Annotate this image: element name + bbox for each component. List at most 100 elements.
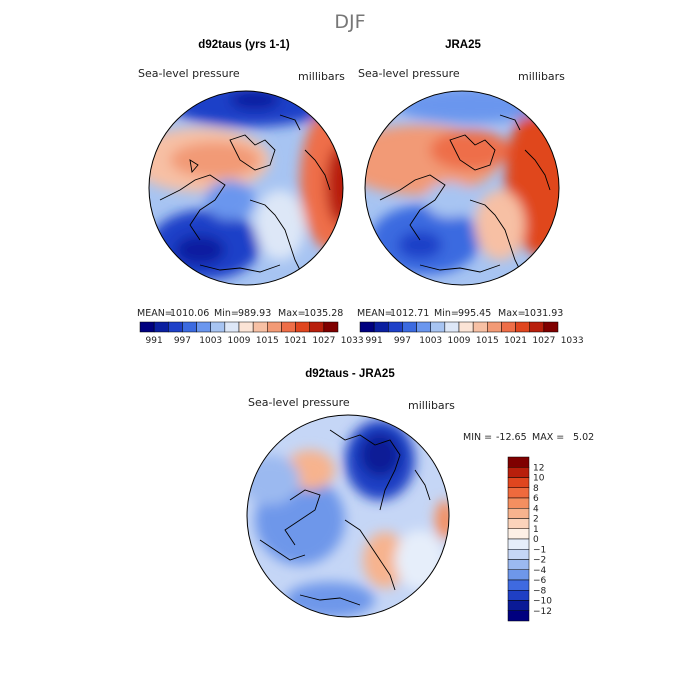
colorbar-tick-label: 1009: [448, 336, 471, 346]
colorbar-swatch: [267, 321, 282, 333]
map-boundary: [364, 90, 560, 286]
colorbar-swatch: [507, 518, 530, 529]
colorbar-tick-label: 1009: [228, 336, 251, 346]
field-label: Sea-level pressure: [138, 67, 240, 80]
colorbar-tick-label: 1015: [476, 336, 499, 346]
colorbar: 991 997 1003 1009 1015 1021 1027 1033: [139, 321, 364, 346]
stat-min-value: -12.65: [496, 432, 527, 443]
panel-reanalysis: JRA25 Sea-level pressure millibars: [357, 39, 584, 346]
stat-min-label: Min=: [434, 308, 459, 319]
colorbar-tick-label: 1015: [256, 336, 279, 346]
colorbar-swatch: [507, 610, 530, 622]
colorbar-swatch: [507, 538, 530, 550]
colorbar-tick-label: 1027: [312, 336, 335, 346]
stat-max-value: 5.02: [573, 432, 594, 443]
units-label: millibars: [408, 399, 455, 412]
polar-map: [365, 91, 559, 285]
colorbar-swatch: [210, 321, 226, 333]
field-label: Sea-level pressure: [248, 396, 350, 409]
colorbar-swatch: [139, 321, 155, 333]
stat-max-label: Max=: [498, 308, 526, 319]
figure-title: DJF: [334, 11, 365, 33]
panel-title: d92taus - JRA25: [305, 368, 395, 380]
colorbar-swatch: [543, 321, 559, 333]
colorbar-swatch: [430, 321, 446, 333]
colorbar-swatch: [153, 321, 169, 333]
stat-max-label: Max=: [278, 308, 306, 319]
colorbar-swatch: [507, 508, 530, 519]
colorbar-tick-label: 10: [533, 474, 545, 484]
colorbar-tick-label: 2: [533, 515, 539, 525]
colorbar-swatch: [507, 487, 530, 499]
colorbar-tick-label: 991: [146, 336, 163, 346]
colorbar-tick-label: −12: [533, 607, 552, 617]
colorbar-swatch: [507, 456, 530, 468]
colorbar-swatch: [388, 321, 403, 333]
stat-mean-value: 1010.06: [170, 308, 209, 319]
map-boundary: [148, 90, 344, 286]
colorbar-tick-label: 991: [366, 336, 383, 346]
colorbar-swatch: [402, 321, 417, 333]
colorbar-swatch: [507, 549, 530, 560]
stat-min-value: 989.93: [238, 308, 271, 319]
stat-max-value: 1035.28: [304, 308, 343, 319]
colorbar-tick-label: 997: [394, 336, 411, 346]
colorbar-tick-label: 12: [533, 463, 544, 473]
colorbar-swatch: [373, 321, 389, 333]
stat-max-value: 1031.93: [524, 308, 563, 319]
colorbar-swatch: [472, 321, 488, 333]
colorbar-swatch: [295, 321, 310, 333]
colorbar-swatch: [238, 321, 254, 333]
colorbar-tick-label: −1: [533, 545, 546, 555]
panel-title: d92taus (yrs 1-1): [198, 39, 290, 51]
colorbar-swatch: [507, 559, 530, 570]
colorbar-tick-label: 1021: [284, 336, 307, 346]
colorbar-tick-label: 1033: [341, 336, 364, 346]
colorbar-swatch: [359, 321, 375, 333]
colorbar-tick-label: −2: [533, 556, 546, 566]
colorbar-swatch: [507, 477, 530, 488]
colorbar-tick-label: −10: [533, 597, 552, 607]
colorbar-tick-label: −6: [533, 576, 547, 586]
colorbar-tick-label: 1027: [532, 336, 555, 346]
colorbar-tick-label: 1021: [504, 336, 527, 346]
stat-mean-value: 1012.71: [390, 308, 429, 319]
colorbar-swatch: [507, 497, 530, 509]
colorbar-swatch: [507, 590, 530, 601]
colorbar-swatch: [507, 528, 530, 540]
colorbar-swatch: [501, 321, 516, 333]
stat-mean-label: MEAN=: [357, 308, 393, 319]
colorbar-swatch: [444, 321, 460, 333]
colorbar-swatch: [507, 579, 530, 591]
colorbar-swatch: [487, 321, 502, 333]
colorbar-swatch: [309, 321, 325, 333]
panel-difference: d92taus - JRA25 Sea-level pressure milli…: [246, 368, 594, 622]
colorbar-swatch: [529, 321, 545, 333]
field-label: Sea-level pressure: [358, 67, 460, 80]
colorbar-swatch: [507, 600, 530, 611]
units-label: millibars: [518, 70, 565, 83]
colorbar-tick-label: 0: [533, 535, 539, 545]
stat-min-label: MIN =: [463, 432, 492, 443]
colorbar-tick-label: 1003: [199, 336, 222, 346]
polar-map: [247, 415, 449, 617]
colorbar-swatch: [507, 569, 530, 581]
colorbar-tick-label: 4: [533, 504, 539, 514]
colorbar-swatch: [515, 321, 530, 333]
polar-map: [149, 91, 343, 285]
colorbar-tick-label: −4: [533, 566, 547, 576]
stat-mean-label: MEAN=: [137, 308, 173, 319]
colorbar-swatch: [168, 321, 183, 333]
colorbar-tick-label: −8: [533, 586, 547, 596]
colorbar-swatch: [224, 321, 240, 333]
units-label: millibars: [298, 70, 345, 83]
colorbar-tick-label: 6: [533, 494, 539, 504]
colorbar-swatch: [252, 321, 268, 333]
panel-model: d92taus (yrs 1-1) Sea-level pressure mil…: [137, 39, 364, 346]
stat-min-label: Min=: [214, 308, 239, 319]
colorbar-swatch: [196, 321, 211, 333]
map-boundary: [246, 414, 450, 618]
colorbar-tick-label: 1: [533, 525, 539, 535]
